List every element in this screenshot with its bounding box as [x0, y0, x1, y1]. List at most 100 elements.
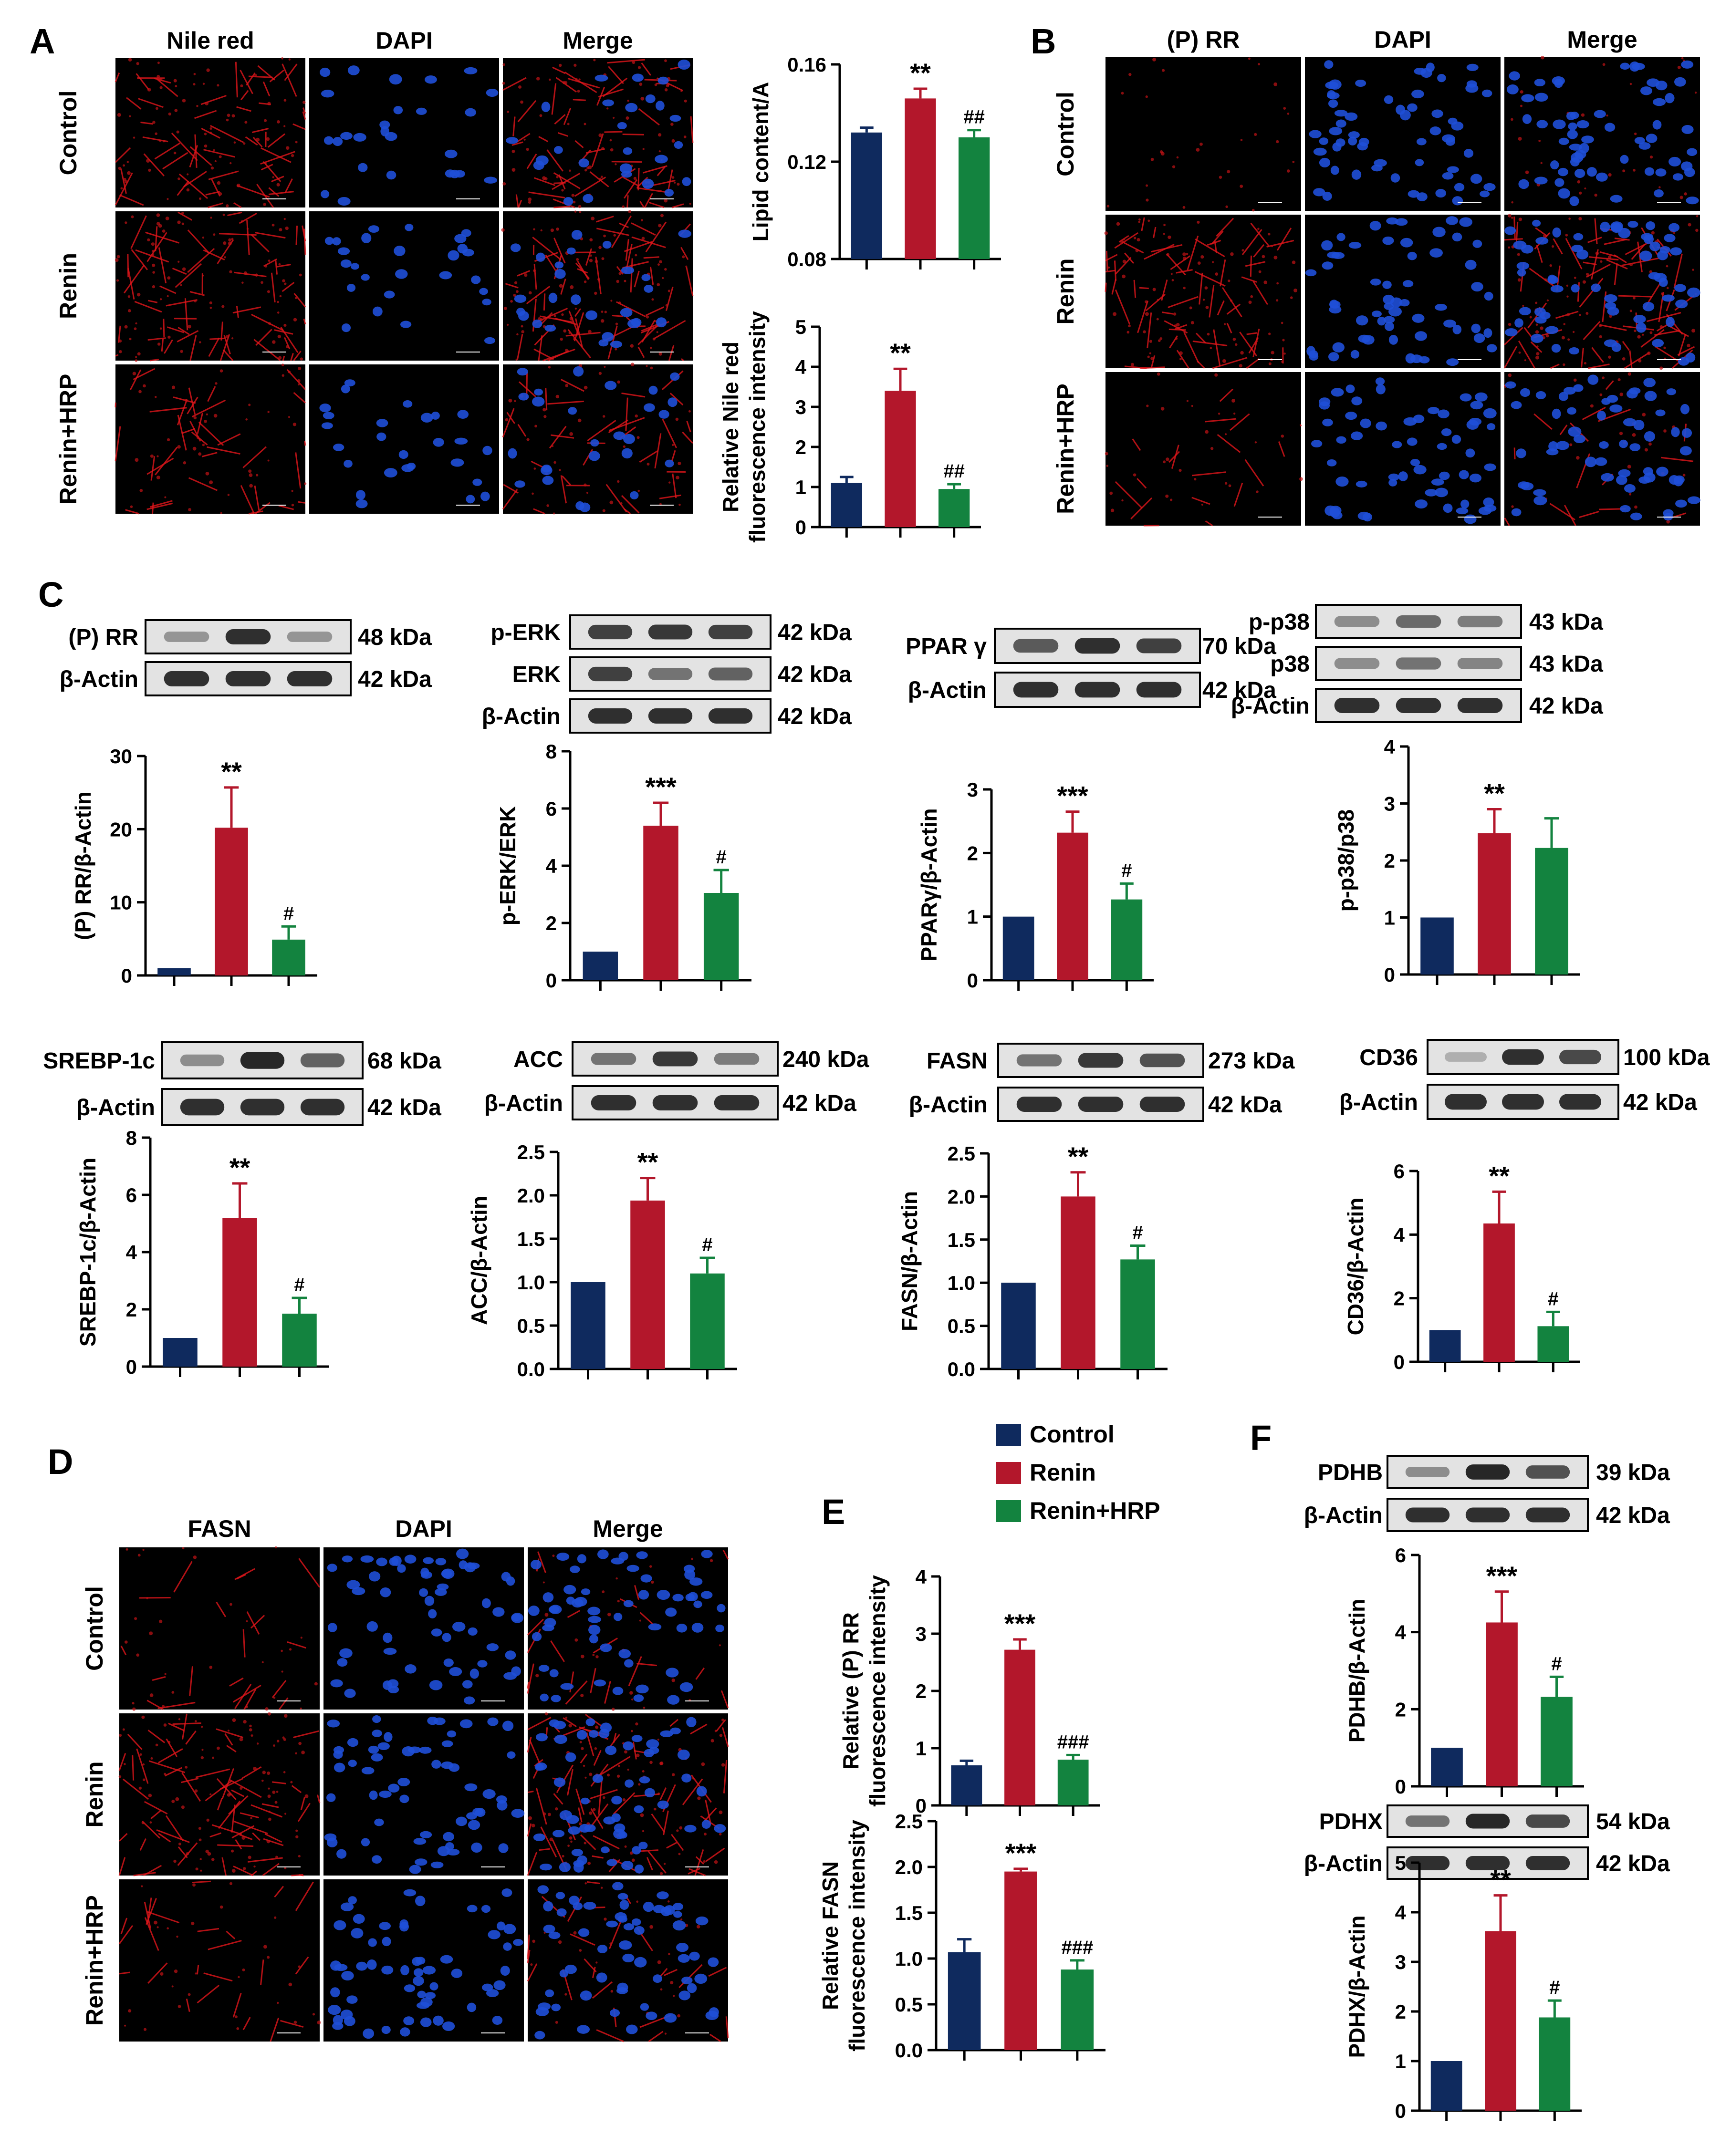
y-axis-label: PPARγ/β-Actin	[917, 808, 941, 961]
blot-band	[1334, 658, 1380, 669]
bar-chart-e_prr: 0 1 2 3 4 Relative (P) RR fluorescence intensi…	[838, 1565, 1100, 1817]
blot-label-actin: β-Actin	[76, 1095, 155, 1120]
blot-label-p38: p38	[1270, 652, 1310, 677]
blot-band	[1334, 616, 1380, 627]
y-tick-label: 1.5	[895, 1902, 923, 1924]
micrograph-grid-d: FASN DAPI Merge Control Renin Renin+HRP	[81, 1515, 729, 2042]
significance-mark: ###	[1057, 1731, 1089, 1752]
bar-chart-pparg: 0 1 2 3 PPARγ/β-Actin *** #	[917, 778, 1154, 992]
column-label-dapi: DAPI	[1374, 26, 1431, 53]
blot-label-actin: β-Actin	[1339, 1090, 1418, 1115]
bar-control	[851, 132, 883, 259]
blot-ppar: PPAR γ 70 kDa β-Actin 42 kDa	[906, 628, 1276, 708]
blot-band	[164, 671, 209, 686]
y-tick-label: 1	[916, 1737, 927, 1760]
y-tick-label: 2	[795, 436, 806, 458]
y-tick-label: 0.08	[787, 248, 826, 270]
y-tick-label: 1	[967, 906, 978, 928]
blot-band	[1016, 1054, 1062, 1067]
blot-band	[1457, 698, 1503, 713]
y-tick-label: 0	[795, 516, 806, 539]
y-tick-label: 2.0	[895, 1856, 923, 1878]
blot-band	[648, 708, 693, 724]
y-tick-label: 1	[795, 476, 806, 498]
y-tick-label: 4	[795, 356, 807, 378]
blot-band	[1136, 638, 1182, 653]
y-tick-label: 0.0	[948, 1358, 975, 1380]
blot-band	[1334, 698, 1380, 713]
micrograph-fasn-control	[119, 1546, 321, 1711]
y-tick-label: 4	[1384, 736, 1396, 758]
blot-kda-label: 42 kDa	[1529, 694, 1603, 719]
blot-kda-label: 48 kDa	[358, 625, 432, 650]
row-label-renin-hrp: Renin+HRP	[81, 1895, 108, 2026]
micrograph-merge-renin	[501, 210, 694, 362]
micrograph-p-rr-renin-hrp	[1105, 372, 1303, 527]
column-label-dapi: DAPI	[395, 1515, 452, 1542]
blot-fasn: FASN 273 kDa β-Actin 42 kDa	[909, 1043, 1295, 1122]
blot-band	[1405, 1466, 1450, 1478]
significance-mark: ###	[1061, 1937, 1093, 1958]
micrograph-merge-control	[502, 58, 694, 208]
significance-mark: **	[1068, 1141, 1089, 1171]
y-tick-label: 2	[916, 1680, 927, 1702]
bar-renin	[222, 1218, 257, 1367]
bar-renin	[630, 1200, 665, 1369]
y-tick-label: 0	[546, 969, 557, 992]
blot-kda-label: 54 kDa	[1596, 1809, 1670, 1835]
bar-chart-srebp: 0 2 4 6 8 SREBP-1c/β-Actin ** #	[75, 1127, 329, 1378]
blot-label-actin: β-Actin	[60, 667, 138, 692]
blot-band	[1465, 1814, 1510, 1829]
y-tick-label: 2	[1384, 850, 1395, 872]
blot-band	[225, 671, 271, 686]
blot-kda-label: 42 kDa	[358, 667, 432, 692]
significance-mark: #	[294, 1275, 304, 1296]
bar-renin-hrp	[1541, 1697, 1573, 1786]
blot-label-pdhb: PDHB	[1318, 1460, 1383, 1485]
blot-kda-label: 42 kDa	[1623, 1090, 1697, 1115]
panel-letter-f: F	[1250, 1418, 1272, 1458]
micrograph-dapi-renin-hrp	[323, 1879, 524, 2042]
micrograph-merge-renin	[1503, 214, 1700, 370]
blot-label-actin: β-Actin	[1304, 1503, 1383, 1528]
bar-renin	[885, 391, 916, 527]
bar-chart-fasn: 0.0 0.5 1.0 1.5 2.0 2.5 FASN/β-Actin ** #	[897, 1141, 1168, 1380]
bar-renin	[1004, 1649, 1035, 1805]
blot-band	[287, 632, 333, 642]
significance-mark: **	[910, 58, 931, 88]
micrograph-dapi-renin	[1305, 215, 1501, 368]
row-label-control: Control	[1052, 92, 1079, 176]
micrograph-nile-red-renin-hrp	[115, 363, 307, 515]
blot-band	[1078, 1097, 1124, 1112]
y-axis-label: p-ERK/ERK	[495, 806, 520, 925]
micrograph-grid-a: Nile red DAPI Merge Control Renin Renin+HRP	[55, 27, 694, 515]
y-tick-label: 0	[1395, 1775, 1406, 1798]
blot-band	[588, 624, 633, 640]
y-tick-label: 0.5	[895, 1993, 923, 2016]
significance-mark: #	[1121, 860, 1132, 881]
y-tick-label: 6	[1395, 1544, 1406, 1566]
bar-chart-nile: 0 1 2 3 4 5 Relative Nile red fluorescence inte…	[718, 311, 981, 543]
blot-kda-label: 43 kDa	[1529, 652, 1603, 677]
y-tick-label: 2.5	[517, 1141, 545, 1163]
blot-band	[708, 708, 753, 724]
blot-band	[652, 1051, 698, 1067]
y-tick-label: 1.0	[948, 1272, 975, 1294]
significance-mark: **	[637, 1147, 658, 1177]
blot-band	[708, 667, 753, 681]
dynamic-content: Nile red DAPI MergeControlReninRenin+HRP(P…	[43, 26, 1710, 2122]
y-tick-label: 2	[1395, 1698, 1406, 1721]
legend-label-renin-hrp: Renin+HRP	[1030, 1497, 1160, 1524]
bar-renin	[1485, 1931, 1516, 2111]
y-tick-label: 4	[546, 855, 557, 877]
blot-band	[1013, 682, 1059, 698]
blot-kda-label: 43 kDa	[1529, 610, 1603, 635]
blot-kda-label: 273 kDa	[1208, 1048, 1295, 1074]
micrograph-dapi-renin	[323, 1713, 525, 1876]
bar-renin-hrp	[1539, 2017, 1571, 2111]
bar-renin	[1483, 1223, 1515, 1362]
row-label-renin: Renin	[81, 1762, 108, 1828]
blot-band	[164, 632, 209, 642]
blot-srebp: SREBP-1c 68 kDa β-Actin 42 kDa	[43, 1041, 441, 1126]
